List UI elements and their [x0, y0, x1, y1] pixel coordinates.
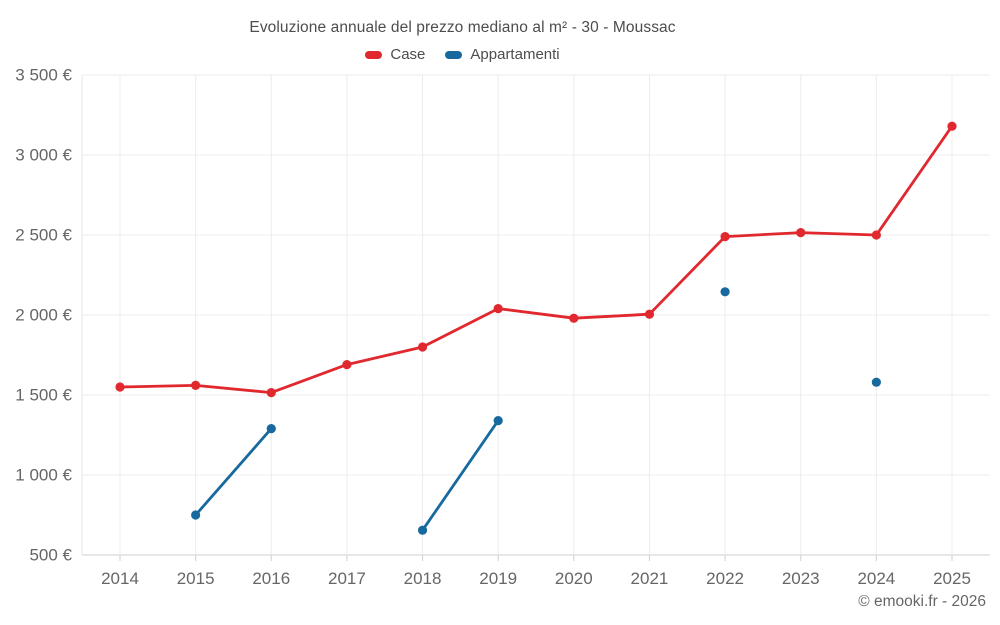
data-point-appartamenti — [871, 377, 881, 387]
legend: Case Appartamenti — [0, 46, 925, 63]
series-line-case — [118, 124, 954, 395]
data-point-appartamenti — [720, 287, 730, 297]
data-point-case — [947, 121, 957, 131]
y-tick-label: 2 500 € — [15, 226, 72, 245]
series-line-appartamenti — [421, 419, 500, 532]
legend-swatch-appartamenti-icon — [445, 50, 463, 59]
y-tick-label: 500 € — [29, 546, 72, 565]
x-tick-label: 2017 — [328, 569, 366, 588]
legend-swatch-case-icon — [365, 50, 383, 59]
data-point-case — [115, 382, 125, 392]
data-point-case — [191, 380, 201, 390]
x-tick-label: 2024 — [857, 569, 895, 588]
data-point-appartamenti — [417, 525, 428, 535]
y-tick-label: 1 000 € — [15, 466, 72, 485]
x-tick-label: 2022 — [706, 569, 744, 588]
y-tick-label: 3 000 € — [15, 146, 72, 165]
y-tick-label: 1 500 € — [15, 386, 72, 405]
x-tick-label: 2025 — [933, 569, 971, 588]
legend-label-appartamenti: Appartamenti — [470, 46, 560, 63]
x-tick-label: 2023 — [782, 569, 820, 588]
x-tick-label: 2019 — [479, 569, 517, 588]
data-point-case — [720, 232, 730, 242]
data-point-appartamenti — [191, 510, 201, 520]
data-point-case — [871, 230, 881, 240]
data-point-case — [569, 313, 579, 323]
copyright-notice: © emooki.fr - 2026 — [858, 593, 986, 610]
data-point-case — [266, 388, 276, 398]
legend-label-case: Case — [390, 46, 426, 63]
legend-item-appartamenti[interactable]: Appartamenti — [445, 46, 560, 63]
data-point-case — [644, 309, 655, 319]
x-tick-label: 2015 — [177, 569, 215, 588]
x-tick-label: 2020 — [555, 569, 593, 588]
data-point-case — [493, 304, 503, 314]
chart-title: Evoluzione annuale del prezzo mediano al… — [249, 19, 676, 36]
x-tick-label: 2021 — [631, 569, 669, 588]
legend-item-case[interactable]: Case — [365, 46, 425, 63]
data-point-case — [342, 360, 352, 370]
y-tick-label: 3 500 € — [15, 66, 72, 85]
data-point-appartamenti — [493, 416, 503, 426]
data-point-case — [417, 342, 428, 352]
x-tick-label: 2016 — [252, 569, 290, 588]
series-line-appartamenti — [194, 427, 273, 517]
data-point-case — [796, 228, 806, 238]
x-tick-label: 2014 — [101, 569, 139, 588]
y-tick-label: 2 000 € — [15, 306, 72, 325]
data-point-appartamenti — [266, 424, 276, 434]
x-tick-label: 2018 — [404, 569, 442, 588]
